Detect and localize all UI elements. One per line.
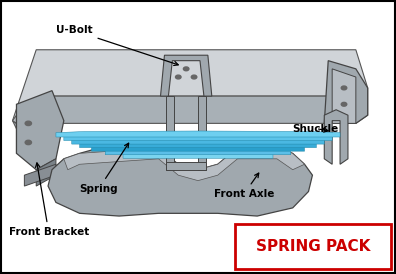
Circle shape [175,75,181,79]
Text: Front Bracket: Front Bracket [9,163,89,237]
Polygon shape [13,88,367,153]
Polygon shape [48,148,312,216]
Polygon shape [91,145,305,151]
Polygon shape [324,110,348,164]
Polygon shape [166,162,206,170]
Polygon shape [105,149,291,155]
Polygon shape [64,148,305,181]
Text: Spring: Spring [80,143,129,193]
Polygon shape [160,55,212,96]
Circle shape [191,75,197,79]
Text: Shuckle: Shuckle [293,124,339,133]
Text: SPRING PACK: SPRING PACK [257,239,371,254]
Circle shape [25,121,31,125]
Polygon shape [13,115,29,153]
Text: U-Bolt: U-Bolt [56,25,178,65]
Polygon shape [17,91,64,170]
Circle shape [183,67,189,71]
Polygon shape [324,61,367,123]
Polygon shape [332,69,356,123]
Circle shape [25,140,31,145]
Polygon shape [25,164,56,186]
Polygon shape [123,152,273,158]
Polygon shape [56,131,340,137]
Polygon shape [36,159,56,186]
Polygon shape [80,142,316,148]
Polygon shape [13,50,367,132]
Circle shape [341,86,347,90]
Polygon shape [64,135,332,141]
Circle shape [341,102,347,106]
Text: Front Axle: Front Axle [214,173,274,199]
FancyBboxPatch shape [236,224,391,269]
Polygon shape [198,96,206,170]
Polygon shape [166,96,174,170]
Polygon shape [72,138,324,144]
